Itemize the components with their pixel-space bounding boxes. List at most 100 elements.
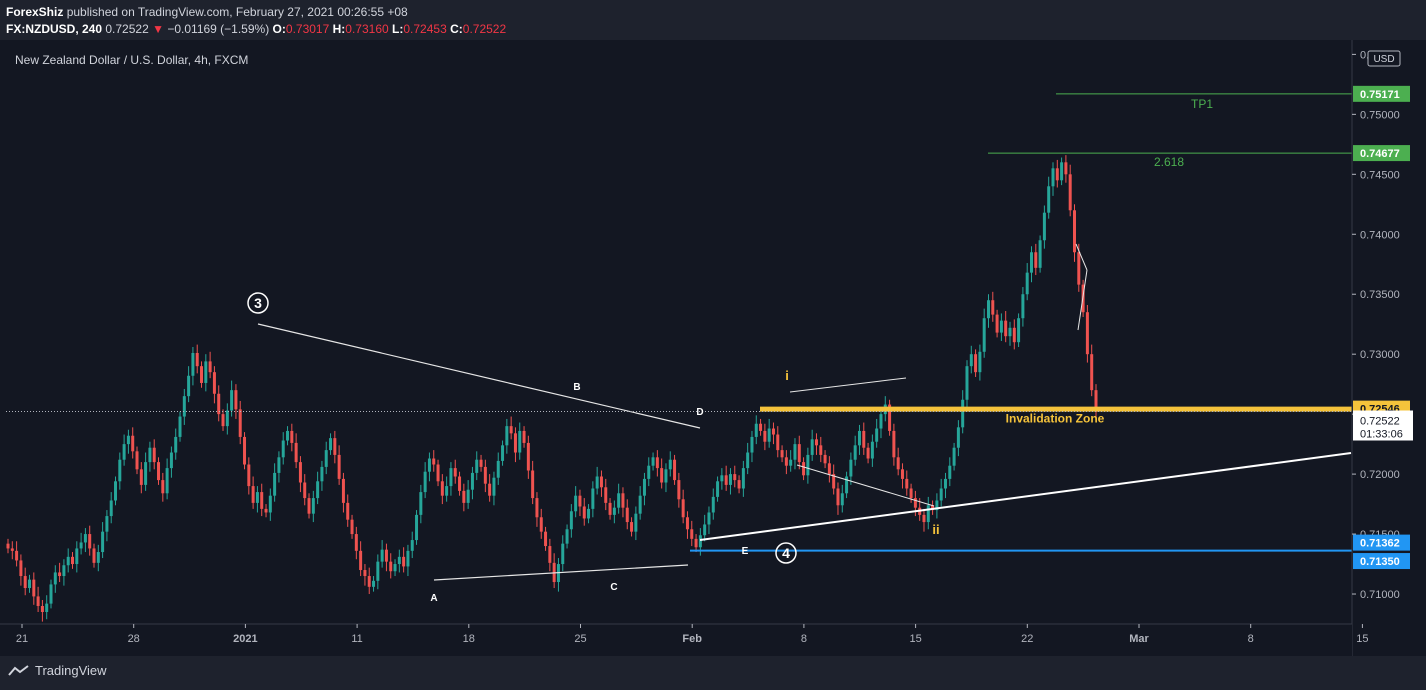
candle-body — [771, 428, 775, 435]
candle-body — [673, 459, 677, 481]
candle-body — [505, 426, 509, 446]
candle-body — [148, 447, 152, 463]
brand-label: TradingView — [35, 663, 107, 678]
candle-body — [384, 549, 388, 562]
candle-body — [668, 459, 672, 470]
candle-body — [780, 450, 784, 458]
candle-body — [978, 351, 982, 373]
candle-body — [161, 480, 165, 494]
price-tick-label: 0.73500 — [1360, 289, 1400, 301]
candle-body — [440, 481, 444, 496]
candle-body — [870, 441, 874, 459]
candle-body — [488, 483, 492, 496]
candle-body — [230, 390, 234, 411]
candle-body — [75, 548, 79, 565]
candle-body — [746, 452, 750, 469]
candle-body — [131, 435, 135, 452]
tp1-label: TP1 — [1191, 97, 1213, 111]
author-name[interactable]: ForexShiz — [6, 5, 64, 19]
candle-body — [126, 435, 130, 445]
candle-body — [754, 423, 758, 437]
time-tick-label: 25 — [574, 633, 586, 645]
currency-badge — [1367, 50, 1401, 67]
candle-body — [290, 430, 294, 443]
time-tick-label: 28 — [128, 633, 140, 645]
candle-body — [642, 478, 646, 496]
candle-body — [410, 540, 414, 551]
candle-body — [608, 502, 612, 515]
candle-body — [152, 447, 156, 463]
candle-body — [324, 450, 328, 467]
candle-body — [187, 375, 191, 397]
candle-body — [96, 552, 100, 563]
wave-A-label: A — [430, 593, 437, 604]
candle-body — [83, 534, 87, 543]
candle-body — [1012, 327, 1016, 343]
candle-body — [888, 404, 892, 431]
candle-body — [71, 556, 75, 565]
chart-pane[interactable] — [6, 40, 1352, 624]
invalidation-zone-label: Invalidation Zone — [1006, 412, 1105, 426]
candle-body — [535, 498, 539, 518]
price-axis: 0.710000.715000.720000.725000.730000.735… — [1351, 40, 1426, 656]
candle-body — [862, 430, 866, 448]
candle-body — [251, 486, 255, 503]
candle-body — [101, 531, 105, 553]
candle-body — [750, 436, 754, 453]
candle-body — [625, 507, 629, 523]
candle-body — [509, 426, 513, 434]
candle-body — [1064, 162, 1068, 175]
candle-body — [836, 488, 840, 506]
price-tick-label: 0.75000 — [1360, 109, 1400, 121]
candle-body — [212, 372, 216, 394]
candle-body — [298, 462, 302, 483]
candle-body — [651, 457, 655, 466]
high-value: 0.73160 — [345, 22, 389, 36]
candles-layer — [6, 155, 1098, 622]
candle-body — [268, 495, 272, 513]
candle-body — [896, 457, 900, 470]
candle-body — [974, 354, 978, 373]
candle-body — [436, 464, 440, 482]
last-price: 0.72522 — [105, 22, 149, 36]
time-tick-label: 18 — [463, 633, 475, 645]
candle-body — [483, 466, 487, 484]
candle-body — [513, 433, 517, 453]
candle-body — [320, 466, 324, 482]
candle-body — [58, 572, 62, 577]
time-tick-label: 15 — [1356, 633, 1368, 645]
candle-body — [617, 493, 621, 508]
candle-body — [195, 352, 199, 367]
price-tick-label: 0.74500 — [1360, 169, 1400, 181]
wave-3-label: 3 — [254, 295, 262, 311]
candle-body — [118, 459, 122, 482]
tradingview-brand[interactable]: TradingView — [8, 663, 107, 678]
candle-body — [144, 462, 148, 485]
wave-i-label: i — [785, 368, 789, 383]
symbol-label[interactable]: FX:NZDUSD, 240 — [6, 22, 103, 36]
candle-body — [367, 576, 371, 587]
candle-body — [741, 468, 745, 489]
candle-body — [1094, 390, 1098, 412]
candle-body — [685, 517, 689, 530]
candle-body — [647, 465, 651, 479]
candle-body — [458, 476, 462, 491]
candle-body — [630, 522, 634, 532]
candle-body — [157, 462, 161, 481]
wave-4-label: 4 — [782, 545, 790, 561]
candle-body — [1072, 210, 1076, 253]
candle-body — [449, 468, 453, 487]
candle-body — [926, 505, 930, 523]
candle-body — [952, 447, 956, 466]
candle-body — [1008, 327, 1012, 337]
candle-body — [225, 410, 229, 427]
wave-3-label-circle — [247, 292, 269, 314]
candle-body — [638, 495, 642, 514]
time-tick-label: 8 — [1248, 633, 1254, 645]
candle-body — [234, 390, 238, 410]
candle-body — [294, 442, 298, 463]
wave-triangle-lower-line — [433, 564, 689, 581]
candle-body — [956, 427, 960, 448]
candle-body — [66, 556, 70, 566]
